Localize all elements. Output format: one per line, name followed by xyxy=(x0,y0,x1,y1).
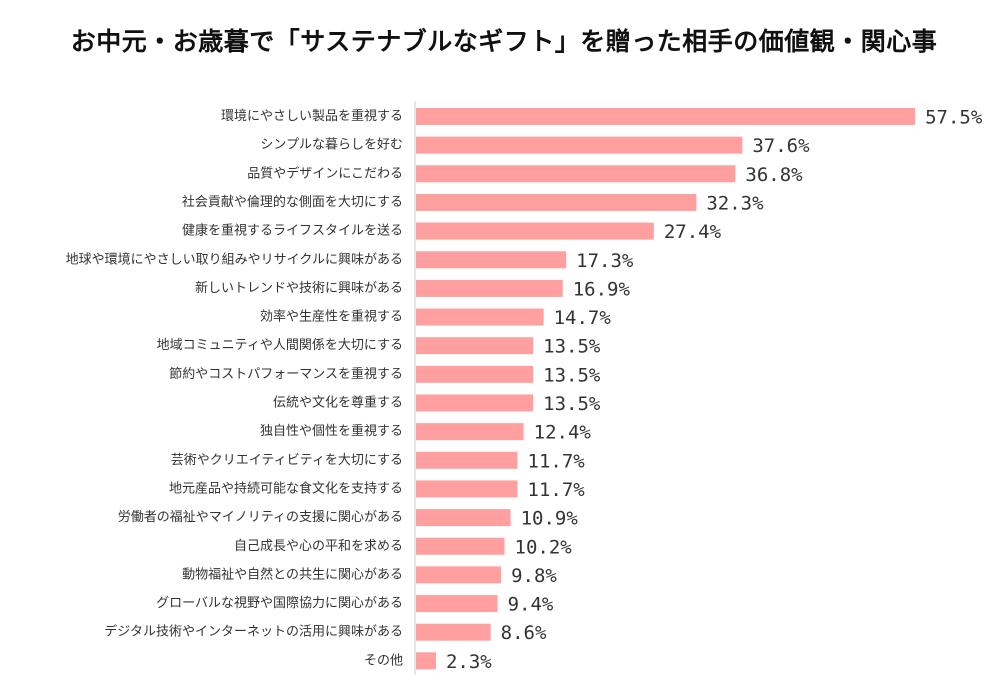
value-label: 10.9% xyxy=(521,508,579,530)
bar xyxy=(416,480,518,498)
bar xyxy=(416,193,697,211)
bar xyxy=(416,595,498,613)
value-label: 16.9% xyxy=(573,278,631,300)
bar xyxy=(416,165,736,183)
category-label: デジタル技術やインターネットの活用に興味がある xyxy=(104,624,403,640)
category-label: 新しいトレンドや技術に興味がある xyxy=(195,280,403,296)
category-label: 環境にやさしい製品を重視する xyxy=(221,108,403,124)
category-label: 労働者の福祉やマイノリティの支援に関心がある xyxy=(118,510,403,525)
bar xyxy=(416,394,534,412)
bar xyxy=(416,308,544,326)
bar xyxy=(416,108,916,125)
bar xyxy=(416,222,654,240)
value-label: 36.8% xyxy=(745,164,803,186)
value-label: 10.2% xyxy=(515,536,573,558)
value-label: 27.4% xyxy=(664,221,722,243)
bar xyxy=(416,451,518,469)
category-label: 節約やコストパフォーマンスを重視する xyxy=(169,366,403,382)
category-label: 地元産品や持続可能な食文化を支持する xyxy=(169,480,403,496)
category-label: 健康を重視するライフスタイルを送る xyxy=(182,223,403,239)
value-label: 14.7% xyxy=(554,307,612,329)
category-label: 独自性や個性を重視する xyxy=(260,423,403,439)
value-label: 11.7% xyxy=(528,479,586,501)
value-label: 9.8% xyxy=(511,565,557,587)
value-label: 8.6% xyxy=(501,622,547,644)
bar xyxy=(416,251,567,269)
value-label: 12.4% xyxy=(534,422,592,444)
value-label: 32.3% xyxy=(706,192,764,214)
category-label: 社会貢献や倫理的な側面を大切にする xyxy=(182,194,403,210)
bar xyxy=(416,337,534,355)
value-label: 9.4% xyxy=(508,594,554,616)
bar xyxy=(416,423,524,441)
bar xyxy=(416,365,534,383)
value-label: 57.5% xyxy=(925,107,983,129)
bar xyxy=(416,537,505,555)
category-label: その他 xyxy=(364,653,403,668)
category-label: 地球や環境にやさしい取り組みやリサイクルに興味がある xyxy=(66,252,403,267)
chart-title: お中元・お歳暮で「サステナブルなギフト」を贈った相手の価値観・関心事 xyxy=(70,27,938,56)
category-label: 地域コミュニティや人間関係を大切にする xyxy=(157,338,403,353)
category-label: 動物福祉や自然との共生に関心がある xyxy=(182,566,403,582)
bar xyxy=(416,623,491,641)
category-label: グローバルな視野や国際協力に関心がある xyxy=(156,596,403,611)
bar xyxy=(416,279,563,297)
value-label: 11.7% xyxy=(528,450,586,472)
category-label: シンプルな暮らしを好む xyxy=(260,138,403,153)
bar xyxy=(416,652,436,670)
value-label: 37.6% xyxy=(752,135,810,157)
value-label: 13.5% xyxy=(543,393,601,415)
category-label: 効率や生産性を重視する xyxy=(260,309,403,325)
bar xyxy=(416,509,511,527)
category-label: 伝統や文化を尊重する xyxy=(273,395,403,411)
value-label: 2.3% xyxy=(446,651,492,673)
value-label: 13.5% xyxy=(543,336,601,358)
bar xyxy=(416,566,502,584)
category-label: 自己成長や心の平和を求める xyxy=(234,539,403,554)
value-label: 13.5% xyxy=(543,364,601,386)
category-label: 品質やデザインにこだわる xyxy=(247,165,403,181)
value-label: 17.3% xyxy=(576,250,634,272)
category-label: 芸術やクリエイティビティを大切にする xyxy=(171,452,403,468)
bar xyxy=(416,136,743,154)
